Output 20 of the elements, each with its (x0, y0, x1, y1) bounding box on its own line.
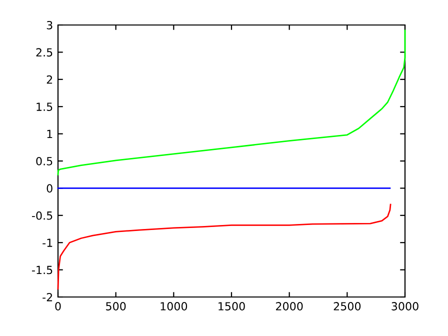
y-tick-label: -1.5 (32, 266, 52, 274)
y-tick-label: 1 (47, 130, 52, 138)
y-tick-label: 2 (46, 75, 52, 84)
y-tick-label: 1.5 (36, 102, 52, 111)
x-tick-label: 1500 (218, 302, 245, 310)
x-tick-label: 0 (55, 302, 61, 310)
y-tick-label: 0.5 (36, 156, 52, 166)
x-tick-label: 3000 (392, 302, 418, 310)
y-tick-label: -1 (42, 238, 52, 247)
y-tick-label: 3 (46, 20, 52, 30)
line-series (57, 204, 392, 290)
y-tick-label: -0.5 (32, 211, 52, 220)
x-tick-label: 2500 (334, 302, 361, 310)
y-tick-label: -2 (42, 292, 52, 302)
x-tick-label: 500 (106, 302, 126, 310)
x-tick-label: 2000 (276, 302, 303, 310)
y-tick-label: 0 (46, 184, 52, 193)
line-series (57, 30, 406, 176)
y-tick-label: 2.5 (36, 48, 52, 57)
x-tick-label: 1000 (160, 302, 188, 310)
